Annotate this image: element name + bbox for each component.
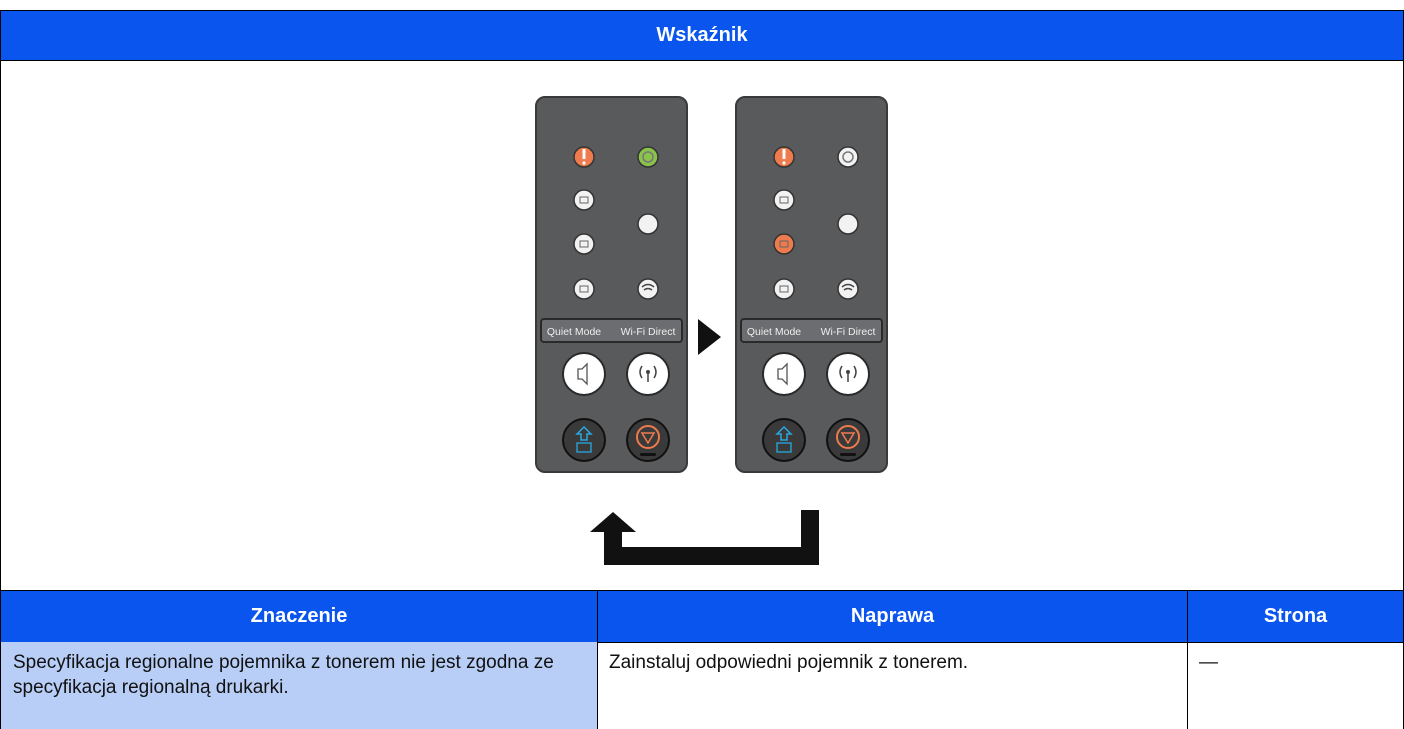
- led-glyph: [779, 240, 789, 248]
- antenna-dot: [646, 370, 650, 374]
- attention-mark: [582, 149, 586, 159]
- paper-led: [573, 278, 595, 300]
- jam-led: [773, 189, 795, 211]
- next-arrow: [698, 319, 721, 355]
- ready-led: [837, 146, 859, 168]
- toner-led: [573, 233, 595, 255]
- indicator-area: Quiet Mode Wi-Fi Direct Quiet Mode Wi-Fi Di…: [0, 60, 1404, 591]
- wifi-glyph: [841, 283, 855, 291]
- ready-led: [637, 146, 659, 168]
- column-header: Strona: [1187, 590, 1404, 643]
- control-panel: Quiet Mode Wi-Fi Direct: [735, 96, 888, 473]
- antenna-dot: [846, 370, 850, 374]
- column-header: Znaczenie: [0, 590, 598, 643]
- mode-button: [762, 352, 806, 396]
- speaker-glyph: [577, 362, 588, 386]
- antenna-glyph: [839, 365, 857, 382]
- mode-button: [562, 352, 606, 396]
- stop-ring: [836, 425, 860, 449]
- led-glyph: [579, 285, 589, 293]
- column-header: Naprawa: [597, 590, 1188, 643]
- header-bar: Wskaźnik: [0, 10, 1404, 61]
- table-cell: Specyfikacja regionalne pojemnika z tone…: [0, 642, 598, 729]
- go-glyph: [575, 425, 593, 441]
- attention-mark: [782, 149, 786, 159]
- go-box: [576, 442, 592, 453]
- table-cell: —: [1187, 642, 1404, 729]
- paper-led: [773, 278, 795, 300]
- toner-led: [773, 233, 795, 255]
- jam-led: [573, 189, 595, 211]
- antenna-glyph: [639, 365, 657, 382]
- header-title: Wskaźnik: [656, 24, 748, 46]
- control-panel: Quiet Mode Wi-Fi Direct: [535, 96, 688, 473]
- stop-slot: [640, 453, 656, 456]
- button-label: Wi-Fi Direct: [621, 326, 676, 338]
- button-label: Wi-Fi Direct: [821, 326, 876, 338]
- attention-dot: [782, 161, 786, 165]
- label-strip: [540, 318, 683, 343]
- sleep-led: [837, 213, 859, 235]
- go-glyph: [775, 425, 793, 441]
- stop-button: [826, 418, 870, 462]
- loop-arrow: [604, 510, 819, 565]
- led-glyph: [579, 240, 589, 248]
- stop-ring: [636, 425, 660, 449]
- label-strip: [740, 318, 883, 343]
- panel-body: [735, 96, 888, 473]
- led-glyph: [779, 196, 789, 204]
- loop-arrow-head: [590, 512, 636, 532]
- column-title: Znaczenie: [250, 605, 348, 627]
- button-label: Quiet Mode: [547, 326, 601, 338]
- stop-glyph: [840, 432, 856, 445]
- indicator-diagram: Quiet Mode Wi-Fi Direct Quiet Mode Wi-Fi Di…: [535, 96, 888, 565]
- go-box: [776, 442, 792, 453]
- column-title: Strona: [1263, 605, 1328, 627]
- ready-ring: [842, 151, 854, 163]
- button-label: Quiet Mode: [747, 326, 801, 338]
- column-title: Naprawa: [850, 605, 935, 627]
- table-cell: Zainstaluj odpowiedni pojemnik z tonerem…: [597, 642, 1188, 729]
- panel-body: [535, 96, 688, 473]
- attention-dot: [582, 161, 586, 165]
- stop-button: [626, 418, 670, 462]
- ready-ring: [642, 151, 654, 163]
- sleep-led: [637, 213, 659, 235]
- stop-glyph: [640, 432, 656, 445]
- wifi-glyph: [641, 283, 655, 291]
- led-glyph: [779, 285, 789, 293]
- speaker-glyph: [777, 362, 788, 386]
- stop-slot: [840, 453, 856, 456]
- led-glyph: [579, 196, 589, 204]
